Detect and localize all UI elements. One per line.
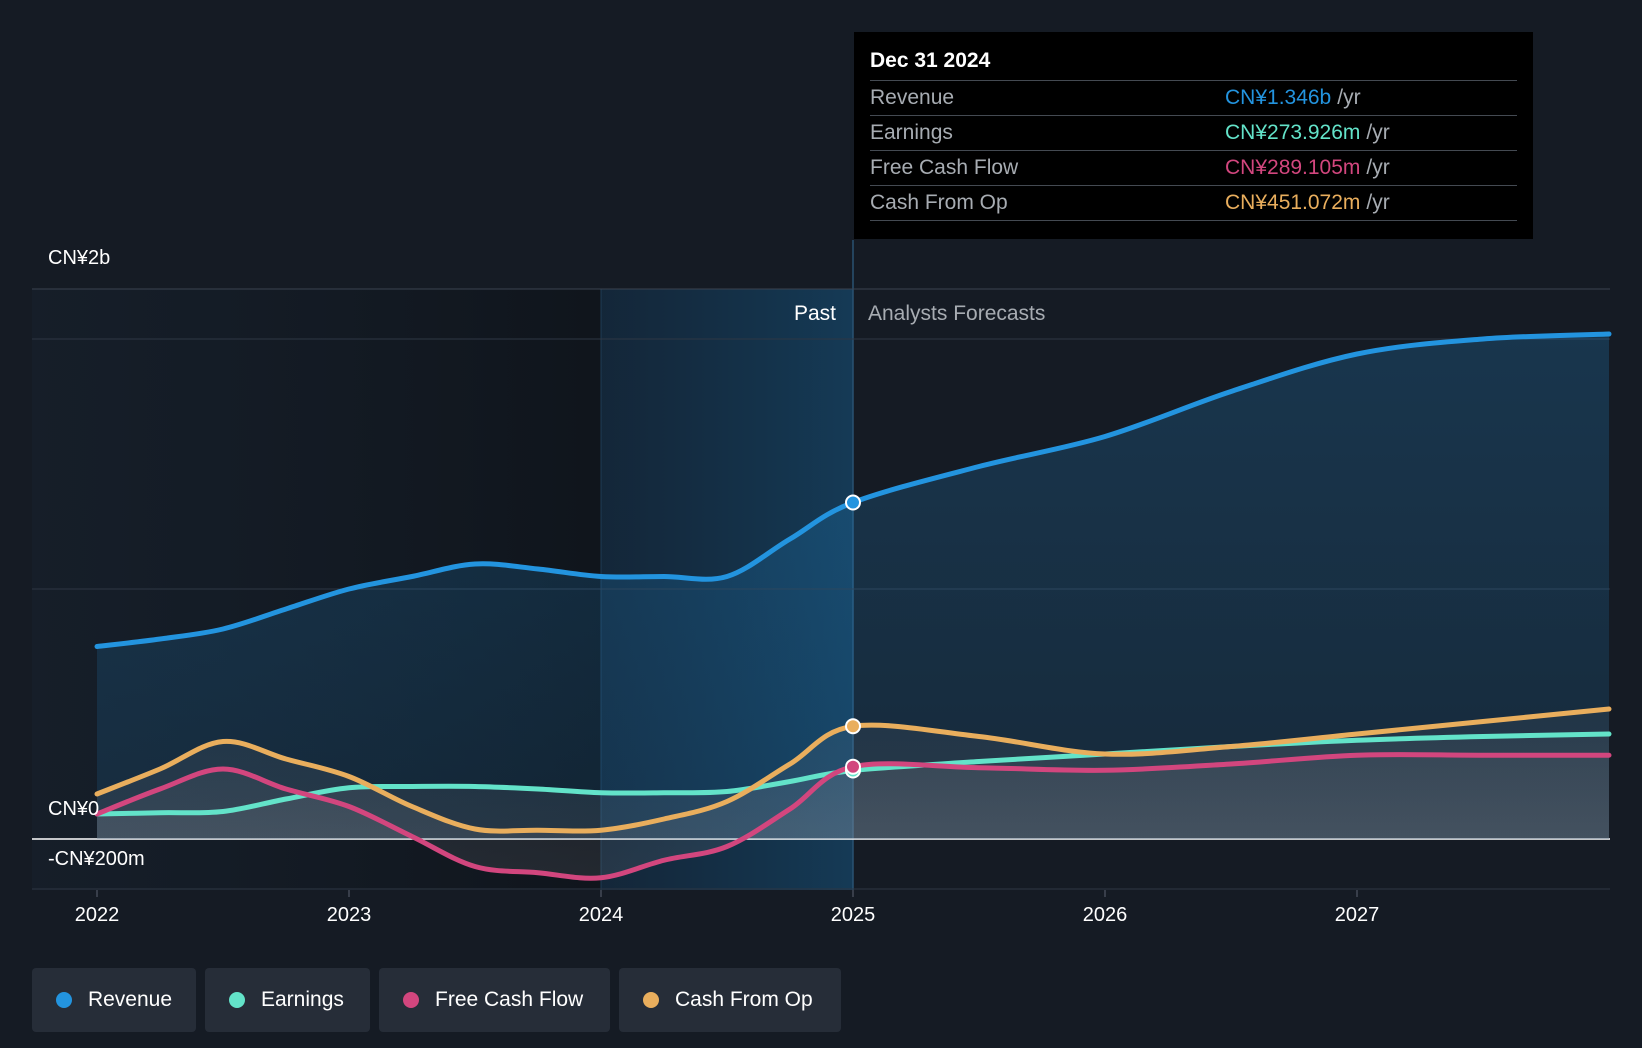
- tooltip-unit: /yr: [1366, 191, 1390, 214]
- x-tick-label: 2024: [579, 904, 624, 926]
- legend-item-revenue[interactable]: Revenue: [32, 968, 196, 1032]
- legend: Revenue Earnings Free Cash Flow Cash Fro…: [32, 968, 841, 1032]
- tooltip-value: CN¥451.072m: [1225, 191, 1361, 214]
- series-line-free_cash_flow: [94, 752, 1612, 881]
- x-tick-label: 2023: [327, 904, 372, 926]
- tooltip-row-earnings: Earnings CN¥273.926m /yr: [870, 116, 1517, 151]
- x-tick-label: 2027: [1335, 904, 1380, 926]
- legend-label: Cash From Op: [675, 988, 813, 1011]
- past-label: Past: [794, 302, 836, 325]
- tooltip-row-revenue: Revenue CN¥1.346b /yr: [870, 81, 1517, 116]
- legend-item-cash-from-op[interactable]: Cash From Op: [619, 968, 841, 1032]
- tooltip-value: CN¥273.926m: [1225, 121, 1361, 144]
- legend-dot-icon: [643, 992, 659, 1008]
- tooltip-name: Earnings: [870, 121, 953, 144]
- legend-label: Revenue: [87, 988, 172, 1011]
- y-tick-label: CN¥2b: [48, 247, 110, 269]
- tooltip-value: CN¥1.346b: [1225, 86, 1332, 109]
- area-revenue: [97, 334, 1609, 839]
- y-tick-label: -CN¥200m: [48, 848, 145, 870]
- tooltip-date: Dec 31 2024: [870, 46, 1517, 81]
- x-tick-label: 2025: [831, 904, 876, 926]
- tooltip-unit: /yr: [1366, 156, 1390, 179]
- legend-item-free-cash-flow[interactable]: Free Cash Flow: [379, 968, 610, 1032]
- legend-dot-icon: [403, 992, 419, 1008]
- tooltip-unit: /yr: [1366, 121, 1390, 144]
- point-cash_from_op[interactable]: [845, 718, 861, 735]
- point-free_cash_flow[interactable]: [845, 758, 861, 775]
- legend-label: Free Cash Flow: [435, 988, 584, 1011]
- tooltip-row-free-cash-flow: Free Cash Flow CN¥289.105m /yr: [870, 151, 1517, 186]
- tooltip-unit: /yr: [1337, 86, 1361, 109]
- y-tick-label: CN¥0: [48, 798, 99, 820]
- legend-item-earnings[interactable]: Earnings: [205, 968, 370, 1032]
- legend-label: Earnings: [261, 988, 344, 1011]
- forecast-label: Analysts Forecasts: [868, 302, 1045, 325]
- tooltip-name: Revenue: [870, 86, 955, 109]
- series-line-cash_from_op: [94, 706, 1612, 834]
- tooltip-name: Free Cash Flow: [870, 156, 1019, 179]
- x-tick-label: 2022: [75, 904, 120, 926]
- tooltip: Dec 31 2024 Revenue CN¥1.346b /yr Earnin…: [854, 32, 1533, 239]
- tooltip-value: CN¥289.105m: [1225, 156, 1361, 179]
- legend-dot-icon: [229, 992, 245, 1008]
- legend-dot-icon: [56, 992, 72, 1008]
- series-line-revenue: [94, 331, 1612, 649]
- point-revenue[interactable]: [845, 494, 861, 511]
- tooltip-row-cash-from-op: Cash From Op CN¥451.072m /yr: [870, 186, 1517, 221]
- tooltip-name: Cash From Op: [870, 191, 1008, 214]
- x-tick-label: 2026: [1083, 904, 1128, 926]
